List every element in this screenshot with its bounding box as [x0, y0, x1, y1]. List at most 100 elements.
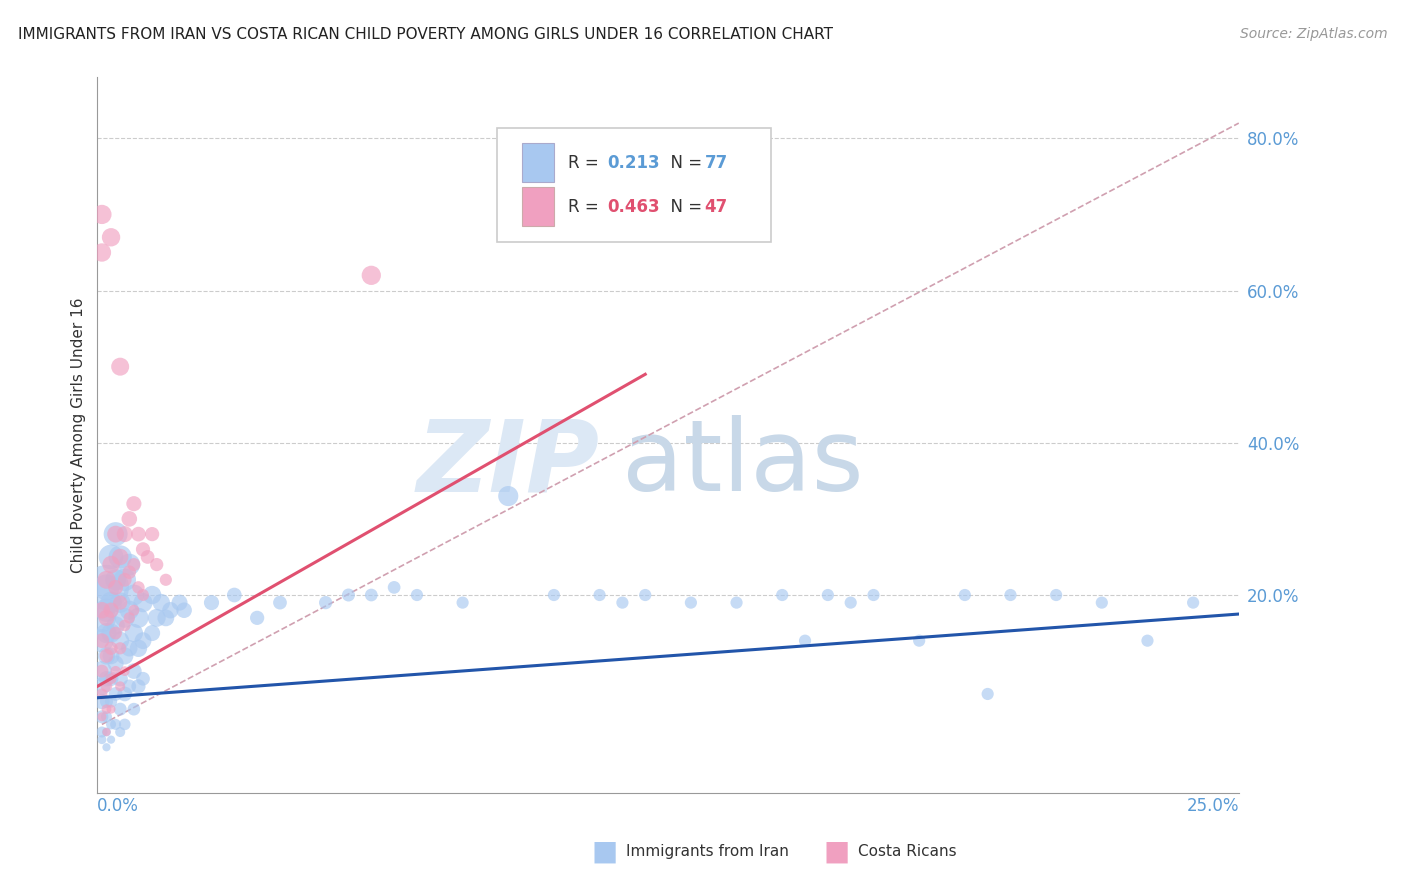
Text: Immigrants from Iran: Immigrants from Iran [626, 845, 789, 859]
Point [1182, 596, 1205, 610]
Point [406, 588, 429, 602]
Point [122, 702, 145, 716]
Point [127, 679, 149, 693]
Point [104, 618, 127, 632]
Point [100, 641, 122, 656]
Point [100, 732, 122, 747]
Point [108, 679, 131, 693]
Point [169, 596, 191, 610]
Point [90, 687, 112, 701]
Point [108, 702, 131, 716]
Point [108, 725, 131, 739]
Point [155, 611, 177, 625]
Point [114, 717, 136, 731]
Point [90, 207, 112, 221]
Point [100, 702, 122, 716]
Text: ■: ■ [592, 838, 617, 866]
Point [817, 588, 839, 602]
Point [96, 740, 118, 755]
Point [100, 558, 122, 572]
Text: 77: 77 [704, 153, 728, 172]
Point [104, 664, 127, 678]
Point [382, 581, 405, 595]
Point [90, 245, 112, 260]
Point [90, 679, 112, 693]
Point [839, 596, 862, 610]
Point [114, 618, 136, 632]
Point [90, 695, 112, 709]
Text: Costa Ricans: Costa Ricans [858, 845, 956, 859]
Point [118, 603, 141, 617]
Point [108, 672, 131, 686]
Point [953, 588, 976, 602]
Point [145, 558, 167, 572]
Point [141, 588, 163, 602]
Point [315, 596, 337, 610]
Point [90, 725, 112, 739]
Point [127, 641, 149, 656]
Y-axis label: Child Poverty Among Girls Under 16: Child Poverty Among Girls Under 16 [72, 297, 86, 573]
Point [108, 633, 131, 648]
Point [96, 611, 118, 625]
Point [100, 603, 122, 617]
Point [114, 573, 136, 587]
Point [96, 702, 118, 716]
Point [114, 527, 136, 541]
Point [90, 664, 112, 678]
Point [127, 581, 149, 595]
Point [360, 588, 382, 602]
Point [108, 641, 131, 656]
Point [114, 573, 136, 587]
Point [132, 542, 155, 557]
Point [122, 626, 145, 640]
Point [200, 596, 222, 610]
Point [104, 626, 127, 640]
Text: 0.463: 0.463 [607, 198, 661, 216]
Point [104, 657, 127, 671]
Point [360, 268, 382, 283]
Point [145, 611, 167, 625]
Point [100, 695, 122, 709]
Point [96, 581, 118, 595]
Point [100, 648, 122, 663]
Point [127, 527, 149, 541]
Point [90, 611, 112, 625]
Point [1136, 633, 1159, 648]
Point [770, 588, 793, 602]
Point [90, 664, 112, 678]
Point [122, 664, 145, 678]
Point [150, 596, 173, 610]
Point [114, 611, 136, 625]
Point [108, 596, 131, 610]
Point [96, 581, 118, 595]
Text: 0.0%: 0.0% [97, 797, 139, 814]
Point [118, 558, 141, 572]
Point [132, 633, 155, 648]
Point [114, 664, 136, 678]
Text: 0.213: 0.213 [607, 153, 661, 172]
Point [104, 687, 127, 701]
Point [543, 588, 565, 602]
Point [496, 489, 519, 503]
Text: R =: R = [568, 153, 603, 172]
Point [108, 549, 131, 564]
Point [100, 596, 122, 610]
Point [90, 603, 112, 617]
Point [90, 633, 112, 648]
Point [96, 573, 118, 587]
Point [100, 549, 122, 564]
Point [108, 359, 131, 374]
Point [100, 230, 122, 244]
Point [612, 596, 634, 610]
Point [1091, 596, 1114, 610]
Point [159, 603, 181, 617]
Point [96, 710, 118, 724]
Point [100, 672, 122, 686]
Text: 47: 47 [704, 198, 728, 216]
Text: N =: N = [659, 198, 707, 216]
FancyBboxPatch shape [522, 187, 554, 227]
Point [155, 573, 177, 587]
Point [862, 588, 884, 602]
Point [122, 588, 145, 602]
Point [100, 626, 122, 640]
